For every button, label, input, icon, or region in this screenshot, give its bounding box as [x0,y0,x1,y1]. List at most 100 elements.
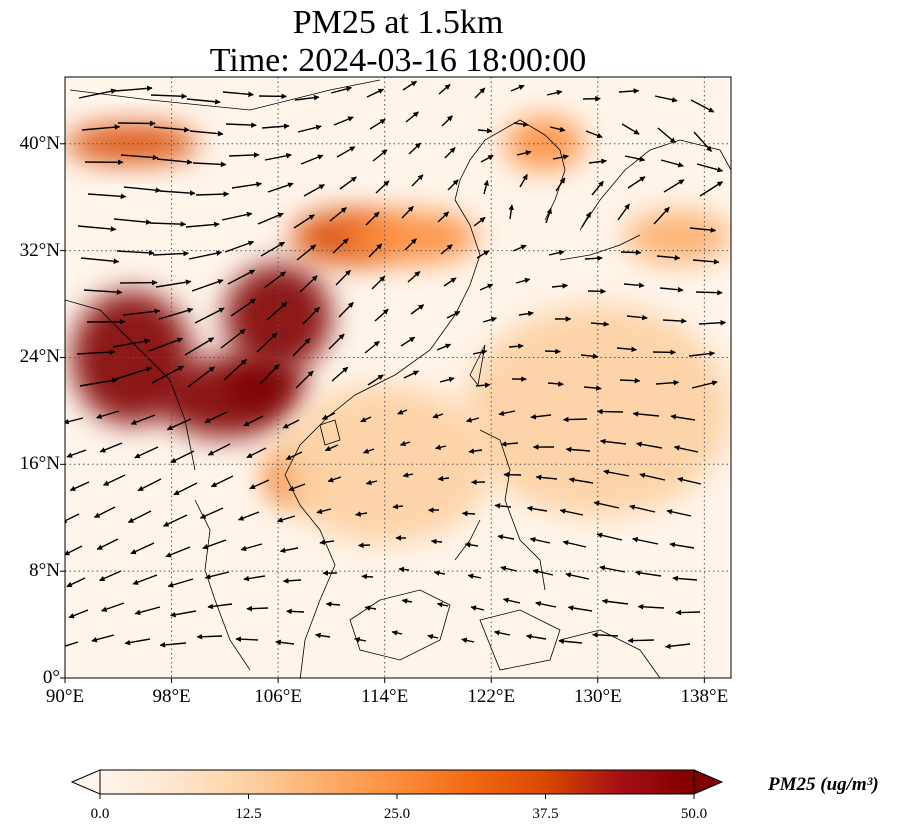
wind-arrow [567,605,593,612]
wind-arrow [159,642,187,648]
wind-arrow [654,95,678,103]
lon-label: 106°E [254,686,302,707]
wind-arrow [76,349,116,355]
wind-arrow [366,88,385,98]
wind-arrow [662,318,687,324]
wind-arrow [530,413,552,420]
wind-arrow [461,637,475,644]
wind-arrow [113,218,152,225]
wind-arrow [513,121,529,128]
wind-arrow [159,190,196,196]
wind-arrow [632,411,660,417]
wind-arrow [155,279,192,288]
wind-arrow [408,142,422,155]
wind-arrow [402,80,418,91]
wind-arrow [461,510,476,517]
wind-arrow [276,515,296,523]
wind-arrow [500,565,518,572]
wind-arrow [525,633,547,640]
wind-arrow [493,630,511,636]
wind-arrow [436,602,449,608]
wind-arrow [470,605,485,611]
wind-arrow [207,443,231,456]
wind-arrow [568,477,594,484]
wind-arrow [120,154,159,161]
wind-arrow [315,632,331,639]
lon-label: 90°E [45,686,85,707]
wind-arrow [93,506,116,518]
wind-arrow [91,634,115,643]
wind-arrow [256,332,278,353]
wind-arrow [65,513,80,523]
wind-arrow [583,385,602,391]
map-title-line-1: PM25 at 1.5km [292,4,504,41]
wind-arrow [80,257,120,264]
concentration-blob-northeast-plume [504,117,585,171]
wind-arrow [194,307,225,324]
wind-arrow [327,476,342,483]
wind-arrow [225,122,257,128]
coastlines [65,79,731,678]
wind-arrow [295,370,314,389]
wind-arrow [400,336,416,347]
wind-arrow [224,240,255,253]
wind-arrow [473,216,486,227]
wind-arrow [65,417,84,425]
wind-arrow [629,504,656,513]
wind-arrow [439,376,455,383]
wind-arrow [548,249,565,256]
wind-arrow [240,543,263,552]
wind-arrow [148,337,183,352]
wind-arrow [249,479,270,490]
wind-arrow [188,250,223,260]
colorbar-tick-label: 12.5 [235,806,262,822]
wind-arrow [529,537,551,544]
wind-arrow [464,542,479,548]
wind-arrow [411,174,424,187]
colorbar-tick-label: 37.5 [532,806,559,822]
wind-arrow [83,289,123,295]
wind-arrow [324,444,339,452]
wind-arrow [562,416,588,423]
wind-arrow [551,283,569,289]
lon-label: 122°E [467,686,516,707]
wind-arrow [689,227,717,233]
wind-arrow [319,539,335,545]
wind-arrow [547,381,564,387]
wind-arrow [691,380,718,389]
wind-arrow [266,301,288,321]
wind-arrow [624,155,646,162]
wind-arrow [329,207,347,222]
concentration-blob-northwest-band [65,123,199,164]
wind-arrow [436,343,452,351]
wind-arrow [65,545,83,556]
colorbar-tick-label: 25.0 [383,806,411,822]
wind-arrow [446,310,461,319]
wind-arrow [627,637,655,644]
wind-arrow [401,598,413,604]
wind-arrow [339,176,357,190]
wind-arrow [114,85,153,92]
wind-arrow [153,126,190,133]
wind-arrow [173,482,198,496]
wind-arrow [619,377,641,384]
wind-arrow [363,448,375,454]
wind-arrow [399,440,411,447]
wind-arrow [494,503,512,509]
colorbar-max-extend [693,769,724,795]
wind-vectors [65,80,727,650]
wind-arrow [66,577,86,588]
wind-arrow [299,275,318,293]
lat-label: 24°N [19,346,60,368]
wind-arrow [437,211,450,223]
wind-arrow [480,154,494,163]
lat-label: 0° [42,667,60,688]
lat-label: 8°N [29,560,60,582]
wind-arrow [246,447,267,459]
wind-arrow [210,475,234,488]
wind-arrow [207,603,233,610]
wind-arrow [637,604,665,610]
wind-arrow [122,308,161,316]
colorbar-tick-label: 0.0 [90,806,110,822]
wind-arrow [398,566,410,573]
